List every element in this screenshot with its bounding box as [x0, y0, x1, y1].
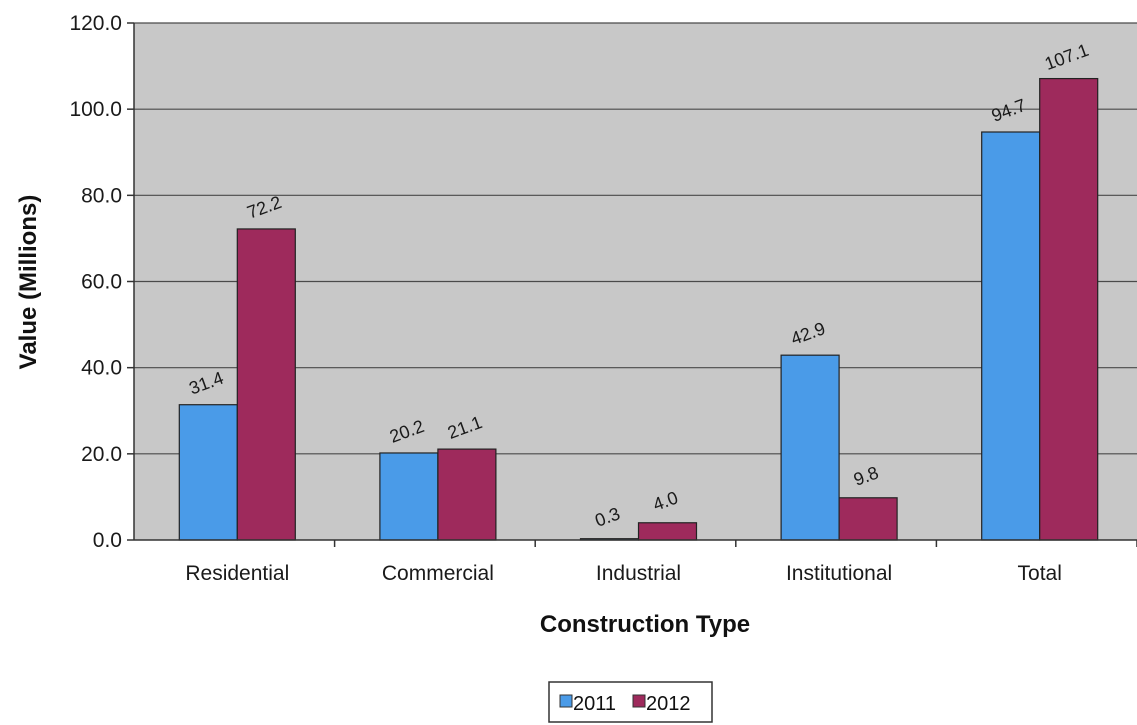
- bar-2012-institutional: [838, 497, 898, 541]
- x-tick-label: Industrial: [596, 562, 681, 585]
- x-tick-label: Institutional: [786, 562, 892, 585]
- y-tick-label: 0.0: [93, 529, 122, 552]
- legend-label-2011: 2011: [573, 693, 616, 715]
- bar-2011-commercial: [379, 452, 439, 541]
- bar-2011-residential: [178, 404, 238, 541]
- bar-2012-total: [1039, 77, 1099, 541]
- y-axis-title: Value (Millions): [15, 195, 42, 370]
- x-tick-label: Total: [1018, 562, 1062, 585]
- y-tick-label: 60.0: [81, 271, 122, 294]
- bar-2011-institutional: [780, 354, 840, 541]
- legend-box: [548, 681, 713, 723]
- y-tick-label: 20.0: [81, 443, 122, 466]
- bar-2012-industrial: [637, 522, 698, 541]
- bar-2012-residential: [236, 228, 296, 541]
- x-tick-label: Residential: [185, 562, 289, 585]
- legend-label-2012: 2012: [646, 693, 691, 715]
- y-ticks: 0.0 20.0 40.0 60.0 80.0 100.0 120.0: [69, 12, 134, 552]
- legend: 2011 2012: [548, 681, 713, 723]
- x-ticks: Residential Commercial Industrial Instituti…: [185, 540, 1137, 585]
- bar-2012-commercial: [437, 448, 497, 541]
- gridlines: [134, 22, 1137, 455]
- y-tick-label: 80.0: [81, 184, 122, 207]
- bars: [178, 77, 1099, 541]
- y-tick-label: 100.0: [69, 98, 122, 121]
- legend-swatch-2012: [632, 694, 646, 708]
- x-axis-title: Construction Type: [540, 611, 750, 638]
- y-tick-label: 40.0: [81, 357, 122, 380]
- bar-2011-total: [981, 131, 1041, 541]
- y-tick-label: 120.0: [69, 12, 122, 35]
- legend-swatch-2011: [559, 694, 573, 708]
- x-tick-label: Commercial: [382, 562, 494, 585]
